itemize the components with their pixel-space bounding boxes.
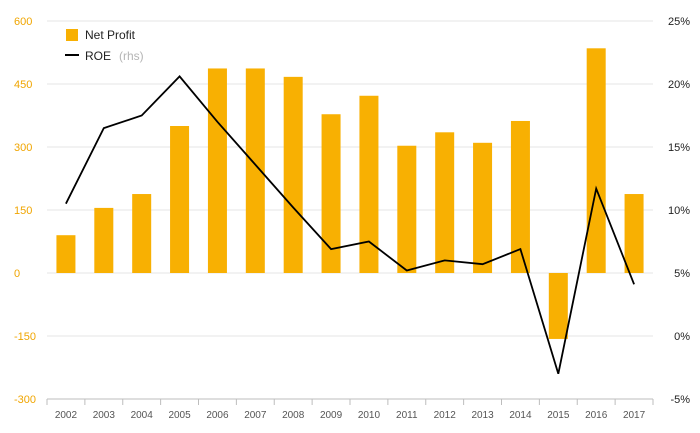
y-left-tick-label: 150 [14,205,32,217]
x-tick-label: 2007 [244,410,267,421]
x-tick-label: 2017 [623,410,646,421]
roe-line-layer [65,75,635,375]
legend-roe-name: ROE [85,49,111,63]
y-left-tick-label: 300 [14,142,32,154]
net-profit-bar-2008 [283,76,303,273]
net-profit-bar-2011 [397,145,417,273]
net-profit-bar-2013 [473,142,493,273]
x-tick-label: 2005 [168,410,191,421]
net-profit-bar-2007 [245,68,265,274]
net-profit-bar-2003 [94,207,114,273]
legend-net-profit-swatch [66,29,78,41]
y-left-tick-label: 450 [14,79,32,91]
net-profit-bar-2014 [510,120,530,274]
roe-line [65,75,635,375]
net-profit-bar-2015 [548,273,568,339]
y-left-tick-label: -300 [14,394,36,406]
y-right-tick-label: 0% [674,331,690,343]
net-profit-bar-2016 [586,48,606,273]
legend-roe-label: ROE (rhs) [85,47,144,64]
x-tick-label: 2014 [509,410,532,421]
y-left-tick-label: 0 [14,268,20,280]
y-right-tick-label: 15% [668,142,690,154]
x-tick-label: 2011 [396,410,418,421]
net-profit-bar-2004 [132,194,152,273]
x-tick-label: 2012 [434,410,457,421]
x-tick-label: 2002 [55,410,78,421]
x-tick-label: 2013 [471,410,494,421]
x-tick-label: 2003 [93,410,116,421]
y-right-tick-label: 20% [668,79,690,91]
y-right-tick-label: 5% [674,268,690,280]
legend-net-profit-label: Net Profit [85,28,136,42]
net-profit-bar-2009 [321,114,341,274]
legend-roe-rhs-note: (rhs) [119,49,144,63]
x-tick-label: 2006 [206,410,229,421]
x-tick-label: 2016 [585,410,608,421]
net-profit-bars [56,48,644,339]
x-tick-label: 2010 [358,410,381,421]
net-profit-bar-2010 [359,95,379,273]
x-tick-label: 2009 [320,410,343,421]
y-left-tick-label: -150 [14,331,36,343]
net-profit-bar-2006 [207,68,227,274]
y-right-tick-label: -5% [670,394,690,406]
x-tick-label: 2008 [282,410,305,421]
x-tick-label: 2015 [547,410,570,421]
y-right-tick-label: 25% [668,16,690,28]
net-profit-bar-2017 [624,194,644,273]
axes: -300 -150 0 150 300 450 600 -5% 0% 5% 10% 15% 20% 25%… [14,16,690,421]
net-profit-bar-2005 [170,126,190,273]
y-left-tick-label: 600 [14,16,32,28]
net-profit-bar-2012 [435,132,455,273]
x-tick-label: 2004 [131,410,154,421]
legend: Net Profit ROE (rhs) [65,28,144,64]
net-profit-bar-2002 [56,235,76,273]
y-right-tick-label: 10% [668,205,690,217]
